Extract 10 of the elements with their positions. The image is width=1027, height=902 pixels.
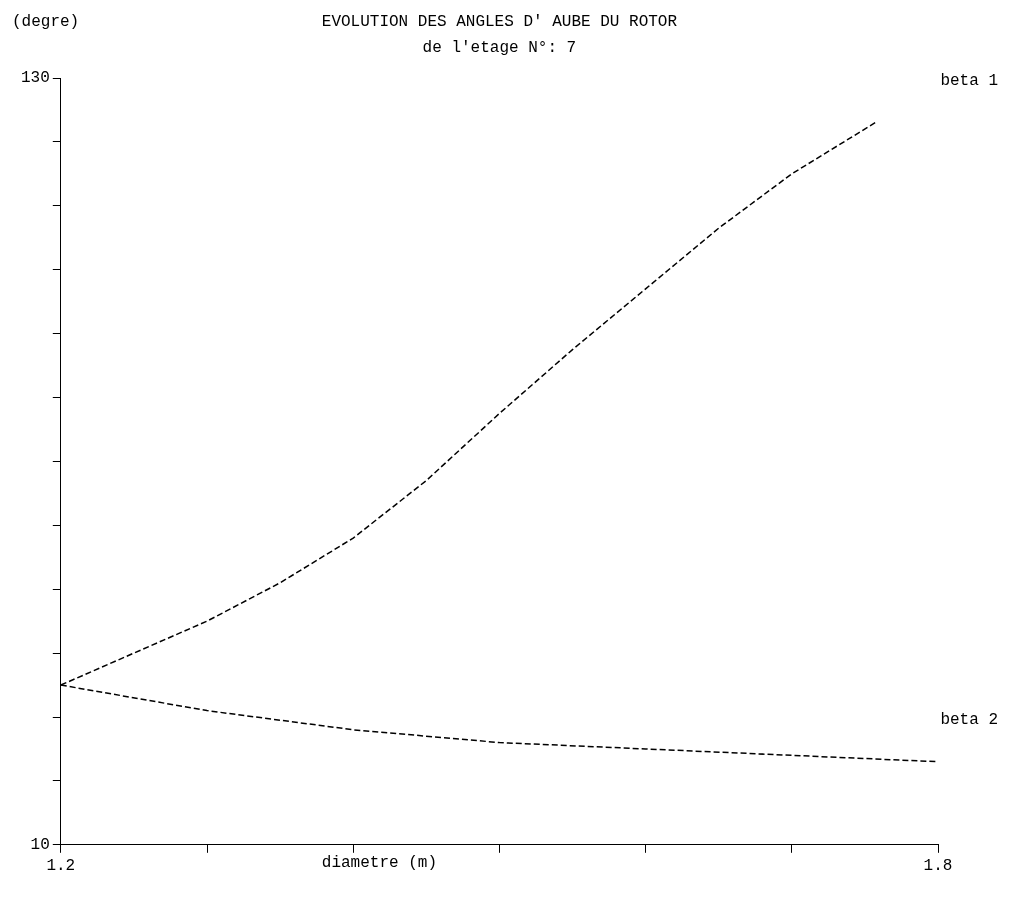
text: beta 1 [940,71,998,90]
text: beta 2 [940,710,998,729]
x-tick-label: 1.8 [923,856,953,875]
y-axis-title: (degre) [12,13,80,32]
x-axis-title: diametre (m) [321,854,438,873]
chart-subtitle: de l'etage N°: 7 [422,39,577,58]
y-tick-label: 10 [30,836,50,855]
y-tick-label: 130 [20,69,50,88]
chart-title: EVOLUTION DES ANGLES D' AUBE DU ROTOR [321,13,678,32]
x-tick-label: 1.2 [46,856,76,875]
